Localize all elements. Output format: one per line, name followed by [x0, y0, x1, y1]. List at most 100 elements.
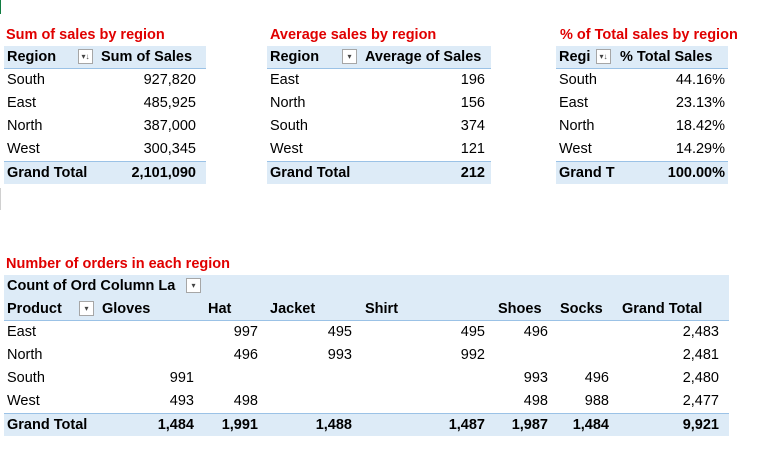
sheet-edge-line [0, 0, 1, 14]
cell-hat: 496 [233, 347, 258, 363]
value-field-header: Count of Ord Column La [7, 278, 176, 294]
cell-jacket: 993 [327, 347, 352, 363]
row-label: South [7, 72, 45, 88]
column-header-product: Product [7, 301, 62, 317]
row-label: West [559, 141, 592, 157]
sort-filter-icon[interactable]: ▾↓ [596, 49, 611, 64]
column-header-region: Region [270, 49, 320, 65]
column-labels-dropdown-icon[interactable]: ▾ [186, 278, 201, 293]
pivot-header-row: Regi ▾↓ % Total Sales [556, 46, 728, 69]
row-value: 196 [460, 72, 485, 88]
cell-shoes: 498 [523, 393, 548, 409]
total-label: Grand T [559, 165, 615, 181]
total-label: Grand Total [270, 165, 351, 181]
row-label: South [270, 118, 308, 134]
total-grand-total: 9,921 [682, 417, 719, 433]
total-label: Grand Total [7, 165, 88, 181]
column-header-hat: Hat [208, 301, 232, 317]
row-label: West [7, 393, 40, 409]
table-row: East 23.13% [556, 92, 728, 115]
row-label: South [559, 72, 597, 88]
row-value: 927,820 [143, 72, 196, 88]
cell-shoes: 496 [523, 324, 548, 340]
pivot-title: Number of orders in each region [6, 256, 230, 272]
row-label: North [270, 95, 306, 111]
cell-gloves: 991 [169, 370, 194, 386]
table-row: East 997 495 495 496 2,483 [4, 321, 729, 344]
column-header-gloves: Gloves [102, 301, 151, 317]
table-row: North 496 993 992 2,481 [4, 344, 729, 367]
cell-socks: 988 [584, 393, 609, 409]
pivot-header-top-row: Count of Ord Column La ▾ [4, 275, 729, 298]
table-row: West 493 498 498 988 2,477 [4, 390, 729, 413]
table-row: South 374 [267, 115, 491, 138]
table-row: West 300,345 [4, 138, 206, 161]
column-header-shoes: Shoes [498, 301, 542, 317]
row-value: 121 [460, 141, 485, 157]
table-row: West 121 [267, 138, 491, 161]
cell-hat: 997 [233, 324, 258, 340]
cell-grand-total: 2,480 [682, 370, 719, 386]
column-header-jacket: Jacket [270, 301, 316, 317]
sort-filter-icon[interactable]: ▾↓ [78, 49, 93, 64]
cell-grand-total: 2,477 [682, 393, 719, 409]
row-value: 44.16% [675, 72, 725, 88]
table-row: West 14.29% [556, 138, 728, 161]
total-label: Grand Total [7, 417, 88, 433]
cell-gloves: 493 [169, 393, 194, 409]
sheet-edge-line [0, 188, 1, 210]
column-header-socks: Socks [560, 301, 603, 317]
pivot-header-row: Region ▾↓ Sum of Sales [4, 46, 206, 69]
table-row: South 927,820 [4, 69, 206, 92]
row-value: 387,000 [143, 118, 196, 134]
column-header-sum-of-sales: Sum of Sales [101, 49, 193, 65]
column-header-region: Regi [559, 49, 591, 65]
cell-shoes: 993 [523, 370, 548, 386]
table-row: North 387,000 [4, 115, 206, 138]
pivot-title: Sum of sales by region [6, 27, 165, 43]
table-row: South 991 993 496 2,480 [4, 367, 729, 390]
row-value: 485,925 [143, 95, 196, 111]
row-value: 374 [460, 118, 485, 134]
pivot-title: Average sales by region [270, 27, 437, 43]
row-label: East [559, 95, 589, 111]
row-label: South [7, 370, 45, 386]
row-label: West [7, 141, 40, 157]
column-header-shirt: Shirt [365, 301, 399, 317]
table-row: North 156 [267, 92, 491, 115]
total-jacket: 1,488 [315, 417, 352, 433]
cell-jacket: 495 [327, 324, 352, 340]
total-shoes: 1,987 [511, 417, 548, 433]
grand-total-row: Grand Total 1,484 1,991 1,488 1,487 1,98… [4, 413, 729, 436]
row-value: 156 [460, 95, 485, 111]
cell-grand-total: 2,481 [682, 347, 719, 363]
total-value: 2,101,090 [131, 165, 196, 181]
row-label: North [7, 118, 43, 134]
row-label: North [7, 347, 43, 363]
cell-shirt: 992 [460, 347, 485, 363]
cell-hat: 498 [233, 393, 258, 409]
column-header-average-of-sales: Average of Sales [365, 49, 482, 65]
table-row: East 485,925 [4, 92, 206, 115]
row-label: East [7, 95, 37, 111]
grand-total-row: Grand T 100.00% [556, 161, 728, 184]
grand-total-row: Grand Total 212 [267, 161, 491, 184]
row-value: 300,345 [143, 141, 196, 157]
pivot-title: % of Total sales by region [560, 27, 738, 43]
grand-total-row: Grand Total 2,101,090 [4, 161, 206, 184]
row-value: 23.13% [675, 95, 725, 111]
row-labels-dropdown-icon[interactable]: ▾ [79, 301, 94, 316]
table-row: East 196 [267, 69, 491, 92]
column-header-percent-total-sales: % Total Sales [620, 49, 713, 65]
row-label: East [270, 72, 300, 88]
row-label: East [7, 324, 37, 340]
cell-grand-total: 2,483 [682, 324, 719, 340]
total-value: 212 [460, 165, 485, 181]
dropdown-arrow-icon[interactable]: ▾ [342, 49, 357, 64]
total-gloves: 1,484 [157, 417, 194, 433]
column-header-region: Region [7, 49, 57, 65]
pivot-header-row: Region ▾ Average of Sales [267, 46, 491, 69]
total-value: 100.00% [667, 165, 725, 181]
cell-shirt: 495 [460, 324, 485, 340]
total-shirt: 1,487 [448, 417, 485, 433]
